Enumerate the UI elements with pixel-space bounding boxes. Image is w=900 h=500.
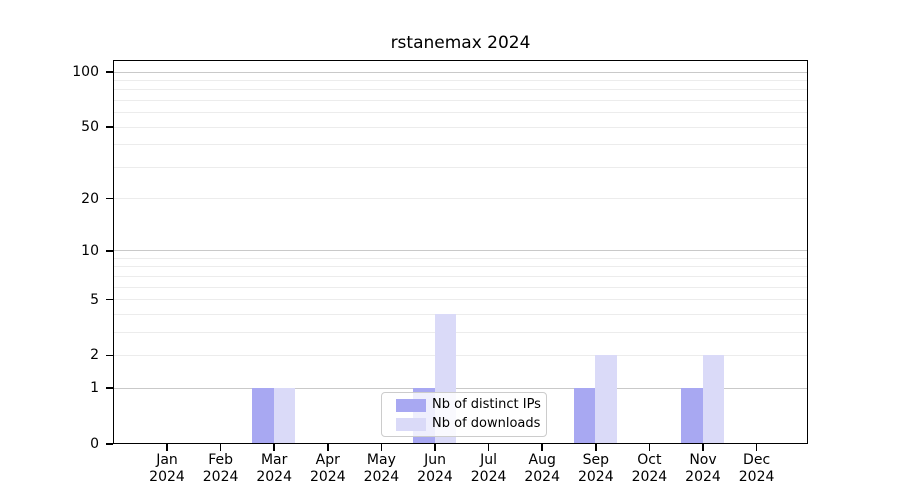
chart-title: rstanemax 2024: [390, 33, 531, 53]
y-tick-mark: [106, 71, 113, 73]
x-tick-label: Dec 2024: [725, 452, 789, 486]
y-tick-mark: [106, 197, 113, 200]
y-major-gridline: [113, 71, 808, 73]
x-tick-label: Feb 2024: [189, 452, 253, 486]
y-minor-gridline: [113, 89, 808, 91]
legend: Nb of distinct IPs Nb of downloads: [381, 392, 547, 437]
x-tick-month: Mar: [260, 452, 288, 468]
bar-downloads-mar: [273, 388, 296, 444]
x-tick-mark: [434, 444, 436, 451]
y-tick-mark: [106, 249, 113, 252]
x-tick-month: Jul: [480, 452, 498, 468]
y-minor-gridline: [113, 99, 808, 101]
x-tick-month: May: [366, 452, 396, 468]
y-tick-label: 20: [81, 190, 99, 207]
y-minor-gridline: [113, 266, 808, 268]
x-tick-month: Jan: [156, 452, 178, 468]
x-tick-mark: [541, 444, 543, 451]
x-tick-label: Aug 2024: [510, 452, 574, 486]
y-minor-gridline: [113, 331, 808, 333]
x-tick-year: 2024: [256, 469, 292, 485]
x-tick-label: Sep 2024: [564, 452, 628, 486]
x-tick-mark: [380, 444, 383, 451]
x-tick-month: Jun: [424, 452, 446, 468]
bar-ips-sep: [573, 388, 596, 444]
y-tick-label: 2: [90, 347, 99, 364]
x-tick-month: Nov: [689, 452, 717, 468]
legend-item-label: Nb of distinct IPs: [432, 397, 541, 412]
x-tick-year: 2024: [417, 469, 453, 485]
bar-downloads-sep: [595, 355, 617, 444]
legend-item-label: Nb of downloads: [432, 416, 541, 431]
y-tick-label: 10: [81, 242, 99, 259]
x-tick-label: Mar 2024: [242, 452, 306, 486]
y-tick-mark: [106, 298, 113, 301]
y-tick-mark: [106, 443, 113, 445]
legend-item: Nb of distinct IPs: [396, 398, 546, 412]
x-tick-year: 2024: [470, 469, 507, 485]
x-tick-label: Nov 2024: [671, 452, 735, 486]
y-minor-gridline: [113, 354, 808, 356]
x-tick-month: Oct: [637, 452, 662, 468]
x-tick-year: 2024: [524, 469, 560, 485]
y-minor-gridline: [113, 144, 808, 146]
x-tick-year: 2024: [309, 469, 346, 485]
x-tick-mark: [755, 444, 758, 451]
y-minor-gridline: [113, 257, 808, 259]
x-tick-mark: [595, 444, 597, 451]
y-minor-gridline: [113, 198, 808, 200]
x-tick-year: 2024: [685, 469, 721, 485]
x-tick-mark: [219, 444, 222, 451]
y-minor-gridline: [113, 112, 808, 114]
bar-ips-nov: [681, 388, 703, 444]
x-tick-label: May 2024: [349, 452, 413, 486]
x-tick-label: Oct 2024: [617, 452, 681, 486]
y-tick-mark: [106, 354, 113, 357]
y-tick-label: 5: [90, 291, 99, 308]
x-tick-mark: [487, 444, 490, 451]
x-tick-mark: [273, 444, 275, 451]
y-minor-gridline: [113, 313, 808, 315]
x-tick-year: 2024: [738, 469, 775, 485]
y-tick-mark: [106, 387, 113, 389]
x-tick-year: 2024: [149, 469, 185, 485]
y-tick-mark: [106, 126, 113, 128]
x-tick-label: Jul 2024: [457, 452, 521, 486]
x-tick-year: 2024: [202, 469, 239, 485]
y-tick-label: 0: [90, 436, 99, 452]
legend-swatch-ips: [396, 398, 426, 412]
y-minor-gridline: [113, 299, 808, 301]
y-tick-label: 50: [81, 119, 99, 136]
x-tick-month: Aug: [528, 452, 556, 468]
y-minor-gridline: [113, 166, 808, 168]
x-tick-mark: [648, 444, 651, 451]
x-tick-month: Sep: [582, 452, 609, 468]
x-tick-month: Feb: [208, 452, 233, 468]
bar-downloads-nov: [702, 355, 724, 444]
plot-area: [113, 60, 808, 444]
x-tick-year: 2024: [631, 469, 668, 485]
x-tick-year: 2024: [363, 469, 400, 485]
x-tick-mark: [166, 444, 168, 451]
x-tick-label: Apr 2024: [296, 452, 360, 486]
y-tick-label: 100: [72, 64, 99, 81]
x-tick-mark: [327, 444, 329, 451]
y-minor-gridline: [113, 275, 808, 277]
y-tick-label: 1: [90, 380, 99, 397]
x-tick-label: Jun 2024: [403, 452, 467, 486]
x-tick-year: 2024: [577, 469, 614, 485]
x-tick-month: Apr: [315, 452, 340, 468]
x-tick-label: Jan 2024: [135, 452, 199, 486]
y-major-gridline: [113, 387, 808, 389]
x-tick-month: Dec: [743, 452, 771, 468]
x-tick-mark: [702, 444, 704, 451]
legend-swatch-downloads: [396, 417, 426, 431]
y-minor-gridline: [113, 79, 808, 81]
y-minor-gridline: [113, 126, 808, 128]
bar-ips-mar: [252, 388, 274, 444]
y-major-gridline: [113, 250, 808, 252]
y-minor-gridline: [113, 286, 808, 288]
legend-item: Nb of downloads: [396, 417, 546, 431]
